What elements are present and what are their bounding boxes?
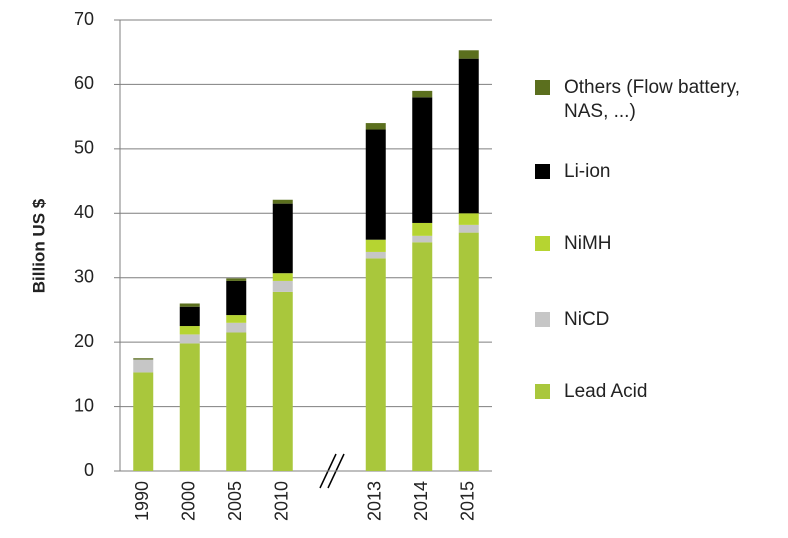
legend-item: NiMH — [535, 232, 612, 256]
bar-segment — [226, 278, 247, 281]
bar-segment — [412, 235, 433, 243]
x-tick-label: 2015 — [458, 481, 478, 521]
bar-segment — [272, 291, 293, 471]
bar-segment — [179, 326, 200, 335]
legend-item: Li-ion — [535, 160, 610, 184]
bar-segment — [226, 315, 247, 323]
legend-label: Others (Flow battery, NAS, ...) — [564, 77, 740, 122]
bar-segment — [365, 123, 386, 130]
bar-segment — [179, 334, 200, 344]
legend-item: Others (Flow battery, NAS, ...) — [535, 76, 764, 124]
bar-segment — [412, 242, 433, 471]
legend-swatch — [535, 164, 550, 179]
legend-label: NiMH — [564, 233, 612, 254]
bar-segment — [226, 332, 247, 471]
bar-segment — [458, 224, 479, 233]
legend-label: Li-ion — [564, 161, 611, 182]
bar-segment — [365, 251, 386, 259]
legend-item: Lead Acid — [535, 380, 647, 404]
y-tick-label: 40 — [74, 202, 94, 222]
bar-segment — [179, 343, 200, 471]
bar-segment — [272, 199, 293, 204]
legend-label: Lead Acid — [564, 381, 648, 402]
legend-item: NiCD — [535, 308, 609, 332]
bar-segment — [412, 222, 433, 236]
x-tick-label: 2000 — [179, 481, 199, 521]
y-tick-label: 50 — [74, 138, 94, 158]
x-tick-label: 2010 — [272, 481, 292, 521]
bar-segment — [272, 280, 293, 292]
bar-segment — [365, 129, 386, 240]
bar-segment — [412, 97, 433, 223]
bar-segment — [458, 58, 479, 214]
bar-segment — [272, 203, 293, 274]
bar-segment — [226, 280, 247, 316]
bar-segment — [133, 358, 154, 360]
bar-segment — [365, 239, 386, 252]
bar-segment — [458, 232, 479, 471]
bar-segment — [412, 90, 433, 98]
bar-segment — [179, 306, 200, 327]
x-tick-label: 1990 — [132, 481, 152, 521]
bar-segment — [458, 50, 479, 59]
legend-swatch — [535, 80, 550, 95]
bar-segment — [133, 372, 154, 471]
bar-segment — [365, 258, 386, 471]
y-axis-label: Billion US $ — [29, 198, 48, 293]
x-tick-label: 2005 — [225, 481, 245, 521]
y-tick-label: 30 — [74, 266, 94, 286]
y-tick-label: 70 — [74, 9, 94, 29]
x-tick-label: 2013 — [365, 481, 385, 521]
legend-swatch — [535, 384, 550, 399]
bar-segment — [133, 359, 154, 373]
bar-segment — [458, 213, 479, 225]
y-tick-label: 20 — [74, 331, 94, 351]
bar-segment — [179, 303, 200, 307]
y-tick-label: 0 — [84, 460, 94, 480]
bar-segment — [272, 273, 293, 281]
legend-label: NiCD — [564, 309, 610, 330]
bar-segment — [226, 322, 247, 333]
y-tick-label: 10 — [74, 395, 94, 415]
legend-swatch — [535, 236, 550, 251]
legend-swatch — [535, 312, 550, 327]
x-tick-label: 2014 — [411, 481, 431, 521]
y-tick-label: 60 — [74, 73, 94, 93]
